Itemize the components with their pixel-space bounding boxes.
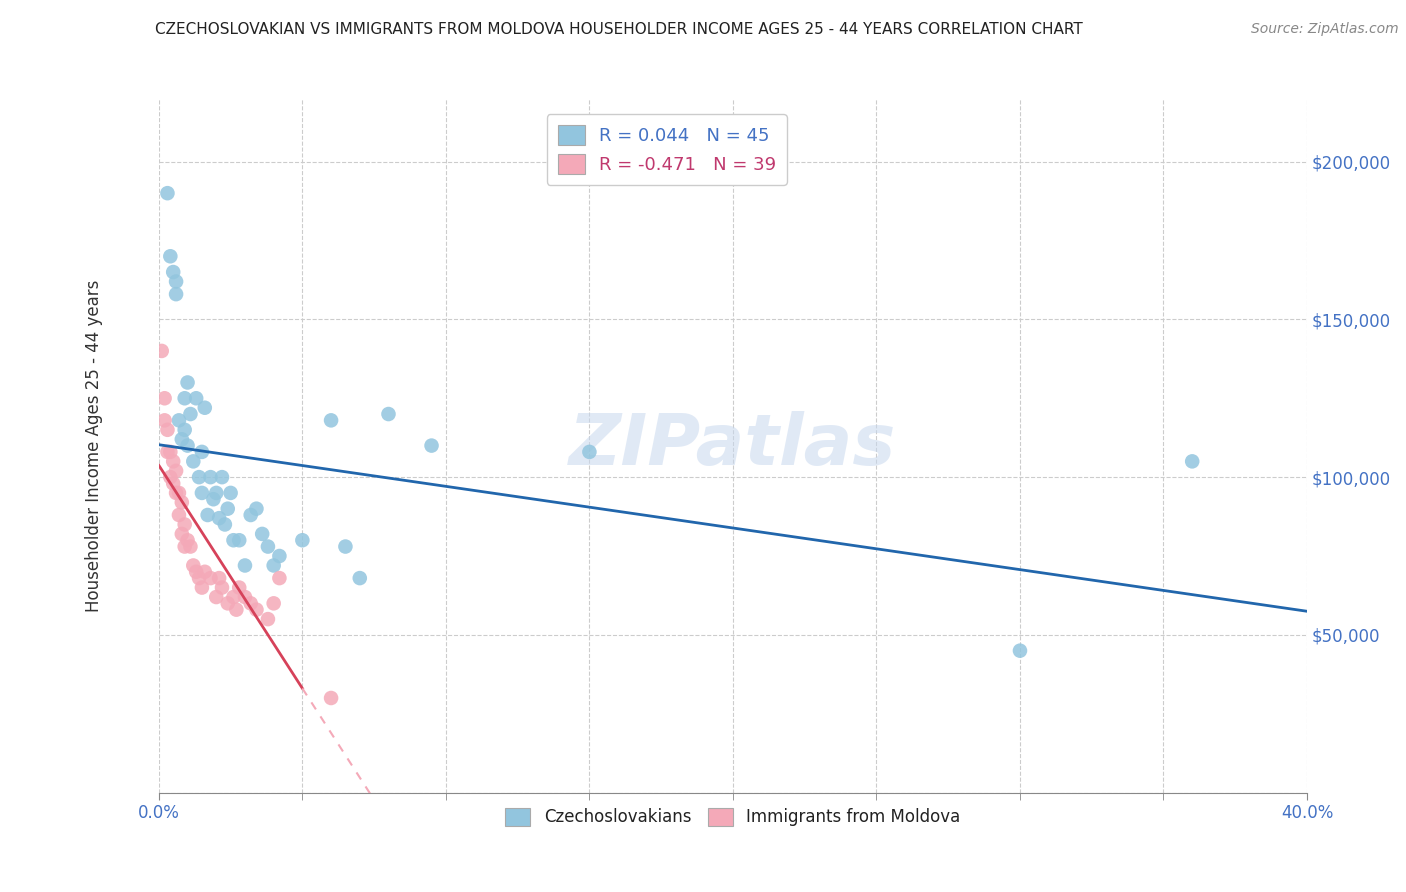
Point: [225, 602, 247, 616]
Point: [335, 540, 357, 554]
Point: [239, 508, 262, 522]
Point: [176, 376, 198, 390]
Point: [263, 596, 285, 610]
Point: [167, 486, 190, 500]
Point: [233, 590, 256, 604]
Point: [219, 486, 242, 500]
Point: [159, 470, 181, 484]
Point: [191, 581, 214, 595]
Point: [162, 265, 184, 279]
Point: [188, 571, 211, 585]
Point: [228, 581, 250, 595]
Text: ZIPatlas: ZIPatlas: [569, 411, 897, 480]
Point: [578, 445, 600, 459]
Point: [191, 486, 214, 500]
Point: [179, 407, 201, 421]
Point: [156, 186, 179, 201]
Point: [211, 581, 233, 595]
Point: [165, 287, 187, 301]
Point: [208, 571, 231, 585]
Point: [217, 501, 239, 516]
Point: [349, 571, 371, 585]
Point: [420, 439, 443, 453]
Point: [165, 464, 187, 478]
Point: [269, 571, 291, 585]
Point: [200, 571, 222, 585]
Point: [162, 476, 184, 491]
Point: [245, 602, 267, 616]
Point: [291, 533, 314, 548]
Point: [156, 445, 179, 459]
Point: [153, 413, 176, 427]
Point: [170, 432, 193, 446]
Point: [170, 527, 193, 541]
Point: [150, 343, 173, 358]
Point: [269, 549, 291, 563]
Point: [200, 470, 222, 484]
Point: [181, 558, 204, 573]
Point: [156, 423, 179, 437]
Point: [194, 401, 217, 415]
Point: [173, 517, 195, 532]
Text: CZECHOSLOVAKIAN VS IMMIGRANTS FROM MOLDOVA HOUSEHOLDER INCOME AGES 25 - 44 YEARS: CZECHOSLOVAKIAN VS IMMIGRANTS FROM MOLDO…: [155, 22, 1083, 37]
Legend: Czechoslovakians, Immigrants from Moldova: Czechoslovakians, Immigrants from Moldov…: [499, 801, 967, 833]
Y-axis label: Householder Income Ages 25 - 44 years: Householder Income Ages 25 - 44 years: [86, 279, 103, 612]
Point: [205, 590, 228, 604]
Point: [319, 413, 342, 427]
Point: [167, 413, 190, 427]
Point: [214, 517, 236, 532]
Point: [188, 470, 211, 484]
Point: [208, 511, 231, 525]
Point: [173, 423, 195, 437]
Point: [197, 508, 219, 522]
Point: [181, 454, 204, 468]
Point: [159, 249, 181, 263]
Point: [165, 486, 187, 500]
Point: [173, 540, 195, 554]
Point: [319, 691, 342, 706]
Point: [176, 439, 198, 453]
Point: [170, 495, 193, 509]
Point: [233, 558, 256, 573]
Point: [194, 565, 217, 579]
Point: [257, 540, 280, 554]
Point: [176, 533, 198, 548]
Point: [191, 445, 214, 459]
Point: [186, 565, 208, 579]
Point: [257, 612, 280, 626]
Point: [217, 596, 239, 610]
Point: [186, 391, 208, 405]
Point: [239, 596, 262, 610]
Point: [245, 501, 267, 516]
Point: [159, 445, 181, 459]
Point: [179, 540, 201, 554]
Point: [202, 492, 225, 507]
Point: [167, 508, 190, 522]
Point: [1181, 454, 1204, 468]
Point: [173, 391, 195, 405]
Point: [165, 275, 187, 289]
Point: [162, 454, 184, 468]
Point: [205, 486, 228, 500]
Point: [222, 533, 245, 548]
Point: [153, 391, 176, 405]
Point: [228, 533, 250, 548]
Point: [211, 470, 233, 484]
Point: [263, 558, 285, 573]
Point: [377, 407, 399, 421]
Point: [250, 527, 273, 541]
Point: [222, 590, 245, 604]
Text: Source: ZipAtlas.com: Source: ZipAtlas.com: [1251, 22, 1399, 37]
Point: [1008, 643, 1031, 657]
